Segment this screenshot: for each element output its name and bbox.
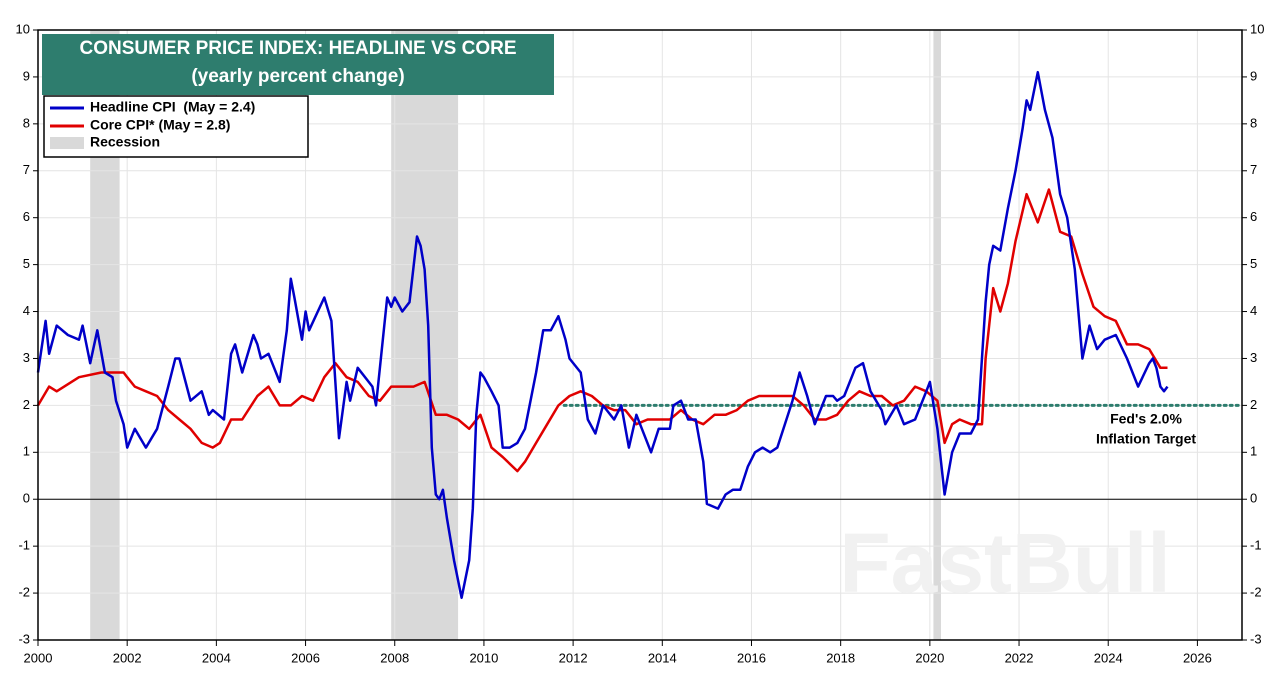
legend-label: Recession bbox=[90, 134, 160, 150]
y2-tick-label: 5 bbox=[1250, 256, 1257, 271]
legend-label: Headline CPI (May = 2.4) bbox=[90, 99, 255, 115]
target-label: Inflation Target bbox=[1096, 431, 1196, 447]
y2-tick-label: 7 bbox=[1250, 162, 1257, 177]
y-tick-label: 4 bbox=[23, 303, 30, 318]
x-tick-label: 2010 bbox=[469, 650, 498, 665]
chart-title: CONSUMER PRICE INDEX: HEADLINE VS CORE bbox=[79, 38, 516, 59]
y2-tick-label: 8 bbox=[1250, 115, 1257, 130]
x-tick-label: 2004 bbox=[202, 650, 231, 665]
y-tick-label: 8 bbox=[23, 115, 30, 130]
x-tick-label: 2016 bbox=[737, 650, 766, 665]
plot-frame bbox=[37, 29, 1243, 641]
x-tick-label: 2008 bbox=[380, 650, 409, 665]
y2-tick-label: -3 bbox=[1250, 631, 1262, 646]
x-tick-label: 2006 bbox=[291, 650, 320, 665]
x-tick-label: 2012 bbox=[559, 650, 588, 665]
y-tick-label: -2 bbox=[18, 585, 30, 600]
x-tick-label: 2026 bbox=[1183, 650, 1212, 665]
y2-tick-label: 1 bbox=[1250, 444, 1257, 459]
series-line bbox=[36, 188, 1168, 473]
x-tick-label: 2024 bbox=[1094, 650, 1123, 665]
y2-tick-label: 2 bbox=[1250, 397, 1257, 412]
x-tick-label: 2020 bbox=[915, 650, 944, 665]
title-box bbox=[42, 34, 554, 95]
y-tick-label: -3 bbox=[18, 631, 30, 646]
recession-band bbox=[391, 30, 459, 640]
y-tick-label: 7 bbox=[23, 162, 30, 177]
y-tick-label: 2 bbox=[23, 397, 30, 412]
y2-tick-label: 9 bbox=[1250, 68, 1257, 83]
legend-box bbox=[43, 95, 309, 158]
y2-tick-label: 0 bbox=[1250, 491, 1257, 506]
x-tick-label: 2018 bbox=[826, 650, 855, 665]
x-tick-label: 2014 bbox=[648, 650, 677, 665]
y2-tick-label: 3 bbox=[1250, 350, 1257, 365]
y2-tick-label: -1 bbox=[1250, 538, 1262, 553]
y-tick-label: 5 bbox=[23, 256, 30, 271]
y2-tick-label: 4 bbox=[1250, 303, 1257, 318]
watermark: FastBull bbox=[839, 516, 1170, 610]
y-tick-label: 3 bbox=[23, 350, 30, 365]
y-tick-label: -1 bbox=[18, 538, 30, 553]
y-tick-label: 9 bbox=[23, 68, 30, 83]
legend-swatch bbox=[50, 137, 84, 149]
x-tick-label: 2002 bbox=[113, 650, 142, 665]
y-tick-label: 6 bbox=[23, 209, 30, 224]
chart-subtitle: (yearly percent change) bbox=[191, 66, 404, 87]
y-tick-label: 10 bbox=[16, 21, 30, 36]
y-tick-label: 1 bbox=[23, 444, 30, 459]
legend-label: Core CPI* (May = 2.8) bbox=[90, 117, 230, 133]
y2-tick-label: 10 bbox=[1250, 21, 1264, 36]
y2-tick-label: -2 bbox=[1250, 585, 1262, 600]
y2-tick-label: 6 bbox=[1250, 209, 1257, 224]
series-line bbox=[36, 70, 1169, 600]
x-tick-label: 2000 bbox=[24, 650, 53, 665]
target-label: Fed's 2.0% bbox=[1110, 411, 1182, 427]
y-tick-label: 0 bbox=[23, 491, 30, 506]
recession-band bbox=[933, 30, 941, 640]
x-tick-label: 2022 bbox=[1005, 650, 1034, 665]
